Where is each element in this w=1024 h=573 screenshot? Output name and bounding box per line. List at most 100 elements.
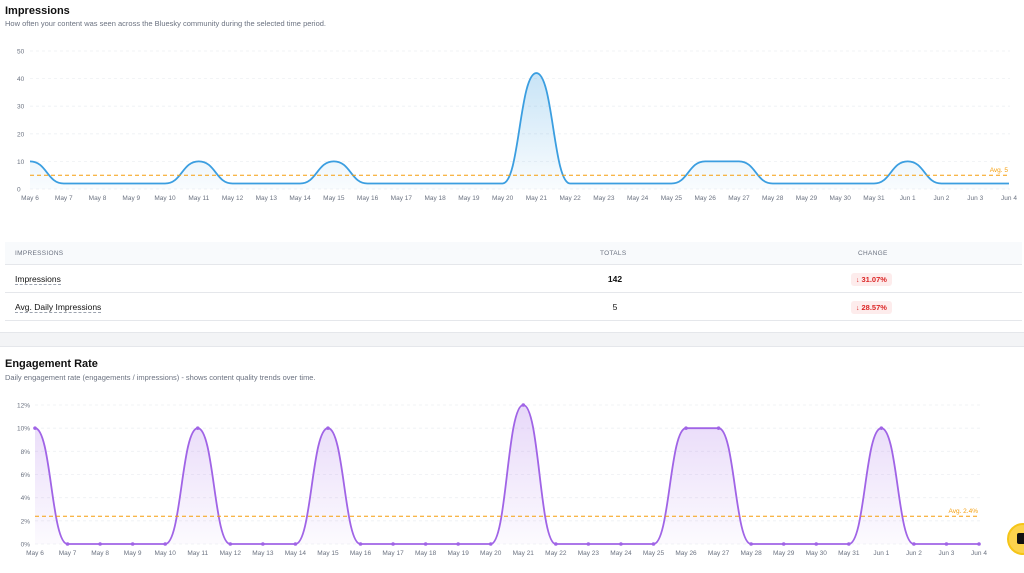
x-tick-label: May 23	[593, 195, 615, 202]
data-point	[65, 542, 70, 546]
y-tick-label: 8%	[21, 449, 31, 456]
x-tick-label: May 25	[643, 550, 665, 557]
x-tick-label: May 13	[256, 195, 278, 202]
x-tick-label: May 14	[285, 550, 307, 557]
data-point	[912, 542, 916, 546]
metric-avg-daily-impressions[interactable]: Avg. Daily Impressions	[15, 302, 102, 313]
x-tick-label: May 12	[220, 550, 242, 557]
section-divider	[0, 332, 1024, 347]
x-tick-label: May 28	[762, 195, 784, 202]
x-tick-label: May 14	[289, 195, 311, 202]
data-point	[716, 426, 721, 430]
x-tick-label: Jun 1	[873, 550, 889, 557]
data-point	[358, 542, 363, 546]
stats-table-header: IMPRESSIONS TOTALS CHANGE	[5, 242, 1022, 265]
x-tick-label: May 19	[458, 195, 480, 202]
x-tick-label: May 29	[773, 550, 795, 557]
data-point	[846, 542, 851, 546]
y-tick-label: 10%	[17, 426, 30, 433]
header-impressions: IMPRESSIONS	[15, 250, 64, 257]
engagement-title: Engagement Rate	[5, 358, 98, 370]
data-point	[879, 426, 884, 430]
arrow-down-icon: ↓	[856, 305, 860, 312]
metric-impressions[interactable]: Impressions	[15, 274, 61, 285]
data-point	[586, 542, 591, 546]
data-point	[944, 542, 949, 546]
x-tick-label: May 10	[154, 195, 176, 202]
x-tick-label: May 30	[830, 195, 852, 202]
x-tick-label: May 16	[350, 550, 372, 557]
y-tick-label: 40	[17, 76, 25, 83]
x-tick-label: May 25	[661, 195, 683, 202]
x-tick-label: May 26	[695, 195, 717, 202]
x-tick-label: May 28	[740, 550, 762, 557]
x-tick-label: May 21	[526, 195, 548, 202]
x-tick-label: May 7	[59, 550, 77, 557]
x-tick-label: Jun 2	[934, 195, 950, 202]
data-point	[651, 542, 656, 546]
x-tick-label: May 11	[188, 195, 209, 202]
x-tick-label: May 9	[124, 550, 142, 557]
change-value: 31.07%	[861, 275, 887, 284]
x-tick-label: May 27	[728, 195, 750, 202]
y-tick-label: 12%	[17, 403, 30, 410]
x-tick-label: Jun 2	[906, 550, 922, 557]
y-tick-label: 20	[17, 131, 25, 138]
x-tick-label: May 27	[708, 550, 730, 557]
data-point	[977, 542, 981, 546]
data-point	[619, 542, 623, 546]
x-tick-label: Jun 3	[967, 195, 983, 202]
header-change: CHANGE	[858, 250, 888, 257]
y-tick-label: 0%	[21, 542, 31, 549]
average-label: Avg. 5	[990, 167, 1009, 174]
data-point	[98, 542, 102, 546]
y-tick-label: 0	[17, 187, 21, 194]
x-tick-label: May 31	[863, 195, 885, 202]
change-value: 28.57%	[861, 303, 887, 312]
x-tick-label: May 8	[91, 550, 109, 557]
x-tick-label: May 29	[796, 195, 818, 202]
impressions-chart: 0 10 20 30 40 50 Avg. 5 May 6 May 7 May 8 May 9 May…	[17, 49, 1017, 203]
change-badge: ↓ 28.57%	[851, 301, 892, 314]
change-badge: ↓ 31.07%	[851, 273, 892, 286]
x-tick-label: May 16	[357, 195, 379, 202]
data-point	[521, 403, 526, 407]
data-point	[554, 542, 558, 546]
x-tick-label: May 24	[627, 195, 649, 202]
x-tick-label: May 21	[513, 550, 535, 557]
y-tick-label: 4%	[21, 495, 31, 502]
y-tick-label: 2%	[21, 518, 31, 525]
x-tick-label: Jun 1	[900, 195, 916, 202]
x-tick-label: May 26	[675, 550, 697, 557]
x-tick-label: May 22	[545, 550, 567, 557]
x-tick-label: May 11	[187, 550, 208, 557]
x-tick-label: May 19	[448, 550, 470, 557]
impressions-description: How often your content was seen across t…	[5, 19, 326, 28]
x-tick-label: May 23	[578, 550, 600, 557]
x-tick-label: May 6	[26, 550, 44, 557]
x-tick-label: May 6	[21, 195, 39, 202]
x-tick-label: May 20	[480, 550, 502, 557]
x-tick-label: May 24	[610, 550, 632, 557]
x-tick-label: May 22	[559, 195, 581, 202]
header-totals: TOTALS	[600, 250, 627, 257]
x-tick-label: May 30	[806, 550, 828, 557]
data-point	[391, 542, 395, 546]
total-impressions: 142	[607, 274, 623, 284]
data-point	[228, 542, 233, 546]
engagement-chart: 0% 2% 4% 6% 8% 10% 12% Avg. 2.4% May 6 May 7 May 8…	[17, 403, 987, 558]
data-point	[814, 542, 819, 546]
x-tick-label: May 10	[155, 550, 177, 557]
data-point	[456, 542, 460, 546]
x-tick-label: May 17	[382, 550, 404, 557]
y-tick-label: 6%	[21, 472, 31, 479]
impressions-stats-table: IMPRESSIONS TOTALS CHANGE Impressions 14…	[5, 242, 1022, 321]
x-tick-label: May 17	[391, 195, 413, 202]
average-label: Avg. 2.4%	[948, 508, 978, 515]
x-tick-label: May 15	[323, 195, 345, 202]
x-tick-label: May 13	[252, 550, 274, 557]
series-line	[34, 404, 979, 545]
y-tick-label: 30	[17, 104, 25, 111]
x-tick-label: May 8	[89, 195, 107, 202]
data-point	[261, 542, 265, 546]
